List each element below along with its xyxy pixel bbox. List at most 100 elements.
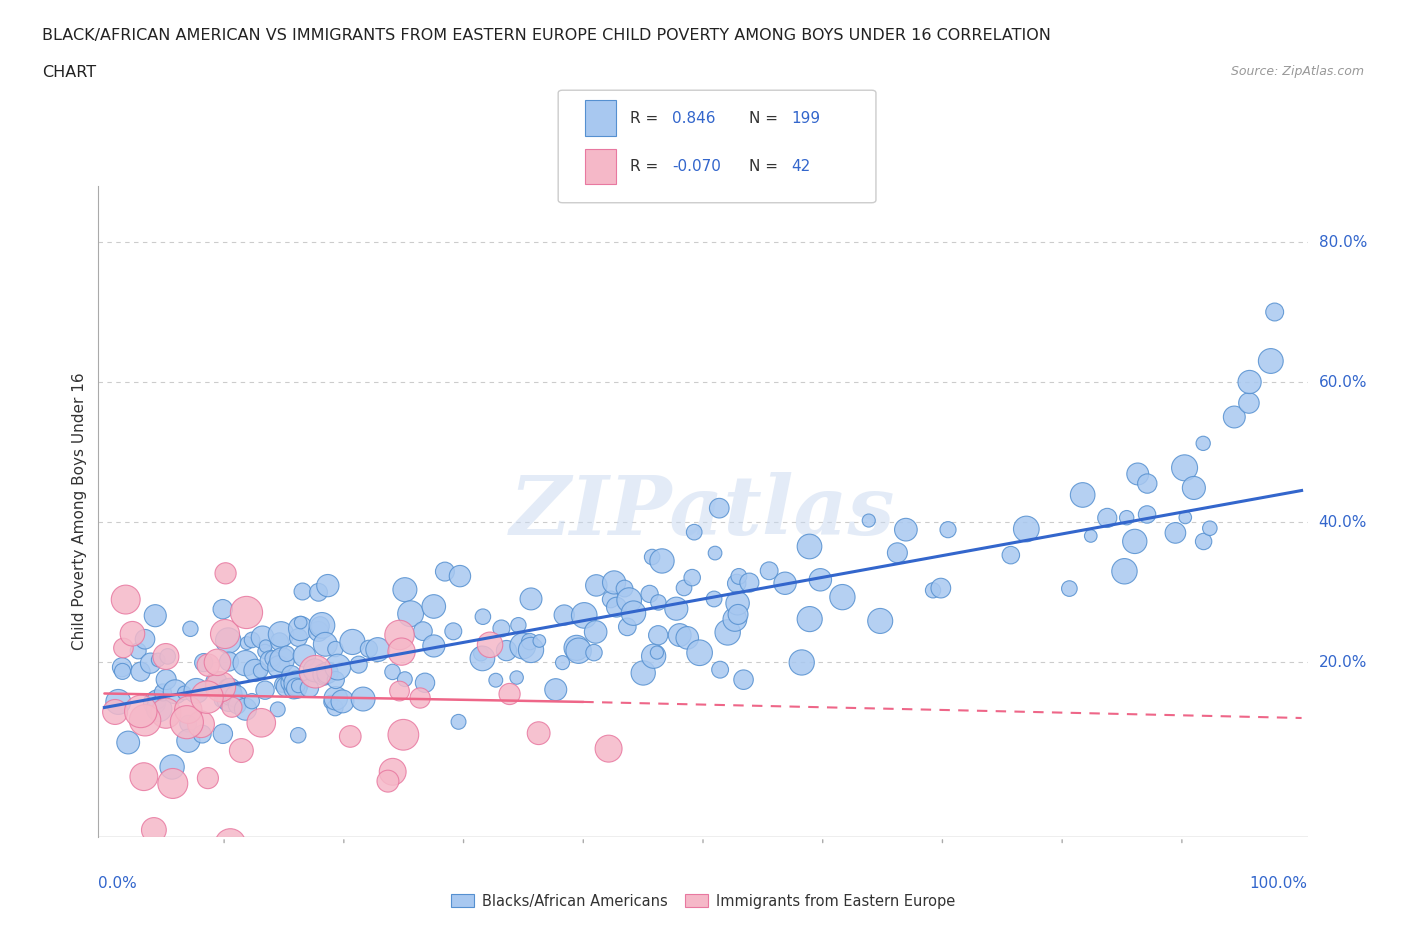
Point (709, 500, 731, 515)
Point (112, 641, 135, 656)
Point (312, 667, 335, 682)
Point (276, 646, 298, 661)
Point (270, 627, 292, 642)
Point (148, 701, 170, 716)
Point (160, 760, 183, 775)
Point (1239, 375, 1261, 390)
Point (190, 717, 212, 732)
Point (491, 621, 513, 636)
Point (262, 651, 284, 666)
Point (717, 625, 740, 640)
Point (1080, 528, 1102, 543)
Point (191, 726, 214, 741)
Point (1164, 525, 1187, 540)
Point (176, 715, 198, 730)
Point (391, 644, 413, 659)
Point (319, 695, 342, 710)
Point (291, 584, 314, 599)
Point (1059, 581, 1081, 596)
Point (280, 675, 302, 690)
Text: 199: 199 (792, 111, 821, 126)
Point (1260, 353, 1282, 368)
Point (613, 581, 636, 596)
Point (603, 575, 626, 590)
Point (1000, 548, 1022, 563)
Point (316, 665, 339, 680)
Point (152, 685, 174, 700)
Point (325, 672, 347, 687)
Point (551, 655, 574, 670)
Point (1114, 564, 1136, 578)
Point (280, 668, 302, 683)
Point (673, 580, 696, 595)
Point (254, 639, 277, 654)
Point (143, 608, 166, 623)
Point (922, 583, 945, 598)
Point (179, 621, 201, 636)
Point (1123, 534, 1146, 549)
Point (285, 681, 308, 696)
Point (568, 644, 591, 658)
Point (127, 644, 149, 658)
Point (616, 619, 638, 634)
Point (485, 672, 508, 687)
Point (727, 596, 749, 611)
Point (412, 624, 434, 639)
Point (304, 663, 326, 678)
Point (1182, 481, 1205, 496)
Point (519, 634, 541, 649)
Point (129, 704, 152, 719)
Point (1192, 534, 1215, 549)
Point (276, 679, 298, 694)
Point (668, 628, 690, 643)
Point (267, 659, 290, 674)
Point (155, 706, 177, 721)
Point (339, 729, 361, 744)
Point (585, 578, 607, 592)
Point (134, 851, 156, 866)
Point (134, 631, 156, 646)
Point (651, 553, 673, 568)
Point (323, 700, 346, 715)
Point (236, 636, 259, 651)
Point (142, 822, 165, 837)
Point (117, 735, 139, 750)
Point (347, 658, 370, 672)
Point (392, 727, 415, 742)
Point (894, 523, 917, 538)
Point (725, 576, 748, 591)
Point (790, 655, 813, 670)
Point (235, 605, 257, 620)
Point (325, 691, 347, 706)
Point (689, 645, 711, 660)
Text: 80.0%: 80.0% (1319, 234, 1367, 249)
Point (619, 592, 641, 607)
Point (831, 590, 853, 604)
Point (704, 546, 727, 561)
Point (259, 654, 281, 669)
Point (129, 664, 152, 679)
Point (929, 580, 952, 595)
Point (134, 712, 156, 727)
Point (253, 644, 276, 659)
Point (250, 715, 273, 730)
Point (285, 676, 308, 691)
Point (271, 653, 294, 668)
Point (665, 602, 688, 617)
Point (304, 664, 326, 679)
Point (399, 606, 422, 621)
Point (173, 685, 195, 700)
Text: R =: R = (630, 159, 658, 174)
Point (449, 568, 471, 583)
Point (269, 634, 291, 649)
Point (308, 585, 330, 600)
Point (214, 865, 236, 880)
Point (332, 694, 354, 709)
Point (177, 716, 200, 731)
Point (143, 696, 166, 711)
Text: N =: N = (749, 159, 779, 174)
Text: 100.0%: 100.0% (1250, 876, 1308, 891)
Text: 0.0%: 0.0% (98, 876, 138, 891)
Point (225, 689, 247, 704)
Point (325, 642, 347, 657)
